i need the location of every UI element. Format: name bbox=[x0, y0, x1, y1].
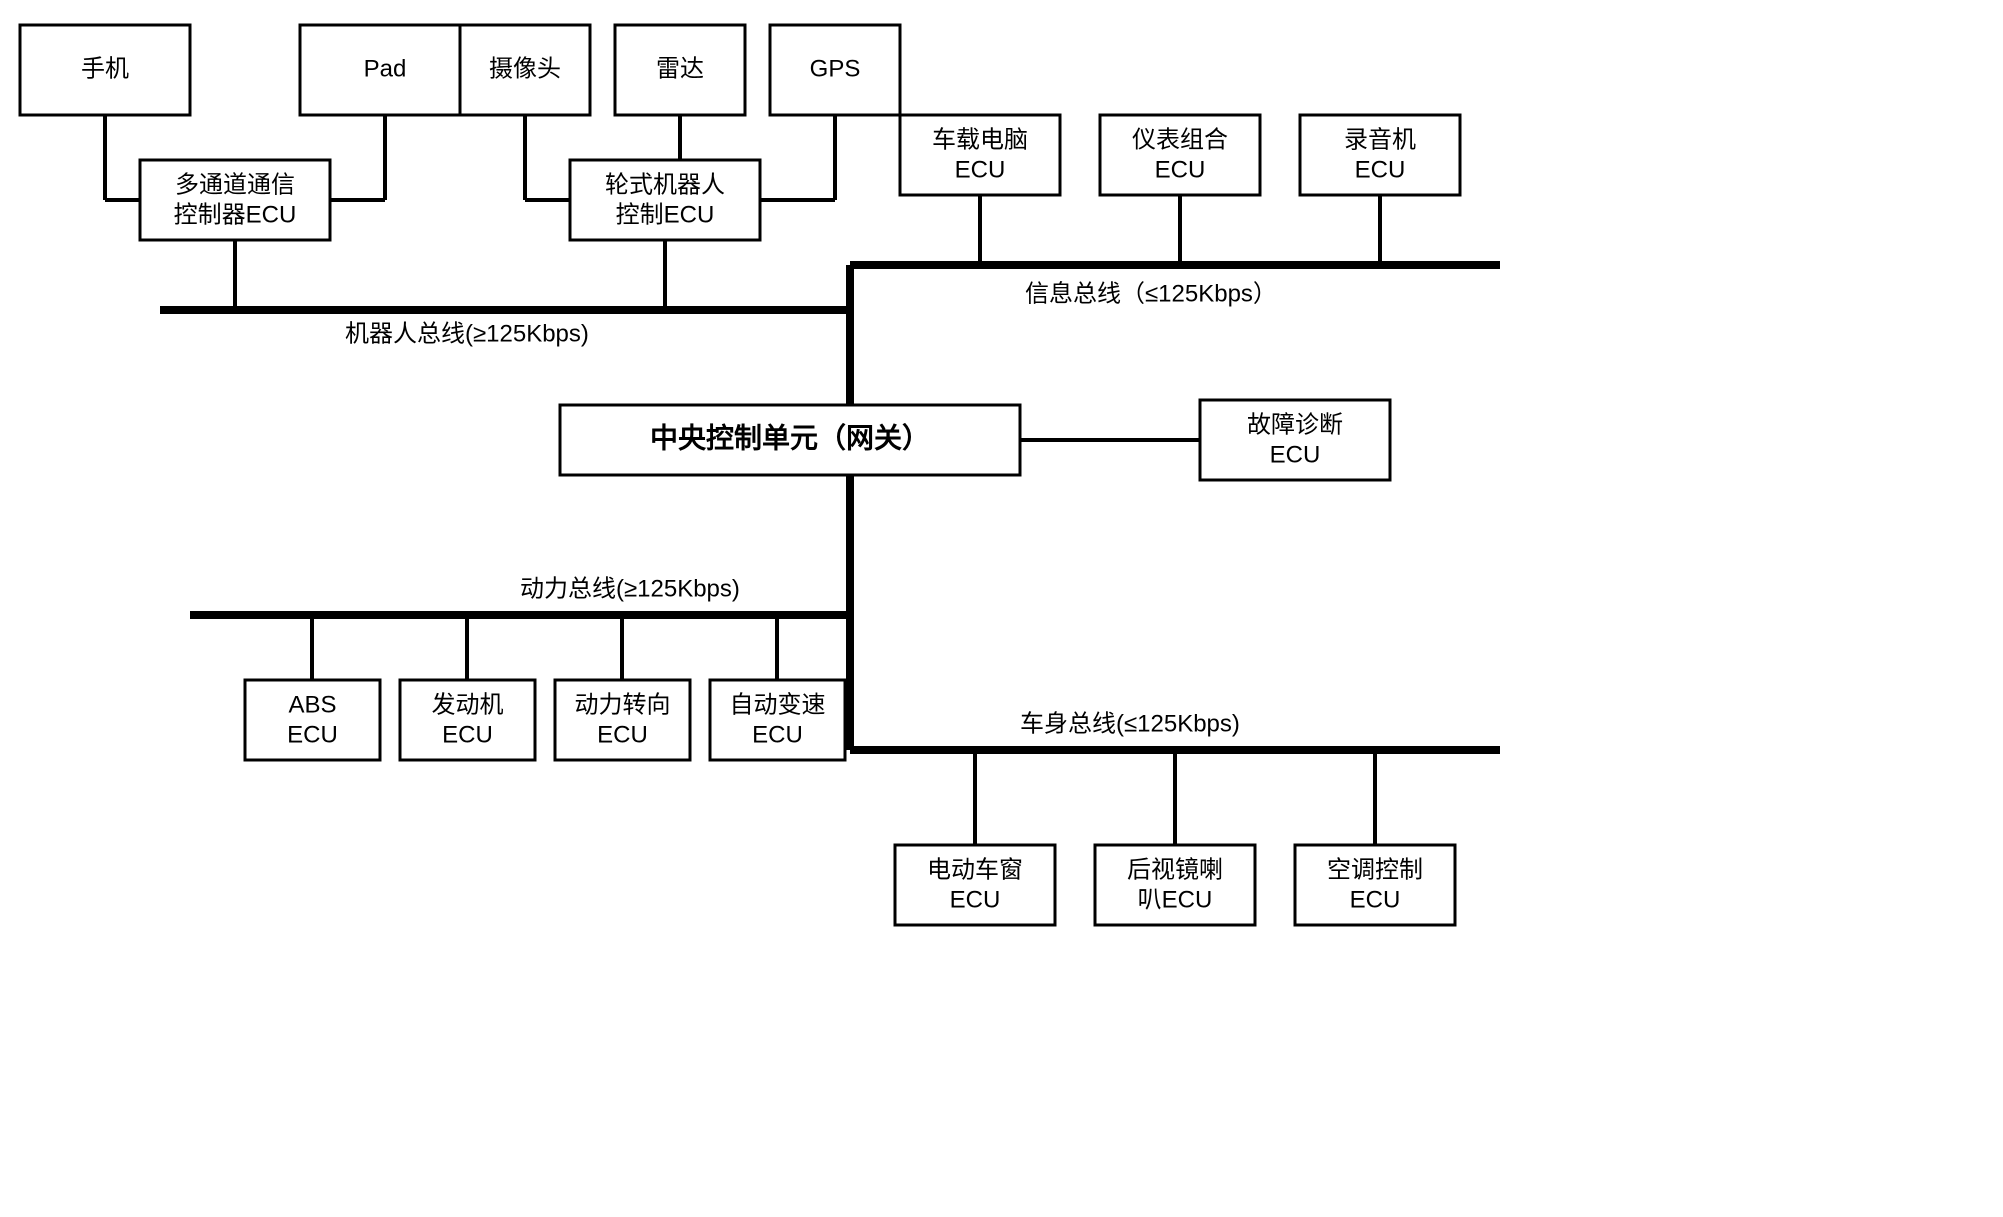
node-robot-ecu-l1: 轮式机器人 bbox=[605, 171, 725, 198]
node-body-1-l1: 后视镜喇 bbox=[1127, 856, 1223, 883]
node-body-0-l1: 电动车窗 bbox=[927, 856, 1023, 883]
node-radar-l1: 雷达 bbox=[656, 55, 704, 82]
node-power-3-l1: 自动变速 bbox=[730, 691, 826, 718]
node-power-0-l2: ECU bbox=[287, 721, 338, 748]
node-gps-l1: GPS bbox=[810, 55, 861, 82]
node-info-1-l2: ECU bbox=[1155, 156, 1206, 183]
node-info-2-l2: ECU bbox=[1355, 156, 1406, 183]
node-power-3-l2: ECU bbox=[752, 721, 803, 748]
node-power-1-l1: 发动机 bbox=[432, 691, 504, 718]
node-multi-ecu-l1: 多通道通信 bbox=[175, 171, 295, 198]
node-robot-ecu-l2: 控制ECU bbox=[616, 201, 715, 228]
bus-body-label: 车身总线(≤125Kbps) bbox=[1020, 710, 1240, 737]
node-multi-ecu-l2: 控制器ECU bbox=[174, 201, 297, 228]
node-body-2-l1: 空调控制 bbox=[1327, 856, 1423, 883]
node-diag-l2: ECU bbox=[1270, 441, 1321, 468]
node-body-0-l2: ECU bbox=[950, 886, 1001, 913]
node-power-1-l2: ECU bbox=[442, 721, 493, 748]
node-info-0-l2: ECU bbox=[955, 156, 1006, 183]
node-phone-l1: 手机 bbox=[81, 55, 129, 82]
node-pad-l1: Pad bbox=[364, 55, 407, 82]
node-power-2-l1: 动力转向 bbox=[575, 691, 671, 718]
node-body-2-l2: ECU bbox=[1350, 886, 1401, 913]
node-info-1-l1: 仪表组合 bbox=[1132, 126, 1228, 153]
node-power-2-l2: ECU bbox=[597, 721, 648, 748]
bus-robot-label: 机器人总线(≥125Kbps) bbox=[345, 320, 589, 347]
node-info-0-l1: 车载电脑 bbox=[932, 126, 1028, 153]
bus-info-label: 信息总线（≤125Kbps） bbox=[1025, 280, 1277, 307]
node-info-2-l1: 录音机 bbox=[1344, 126, 1416, 153]
node-diag-l1: 故障诊断 bbox=[1247, 411, 1343, 438]
node-body-1-l2: 叭ECU bbox=[1138, 886, 1213, 913]
node-camera-l1: 摄像头 bbox=[489, 55, 561, 82]
bus-power-label: 动力总线(≥125Kbps) bbox=[520, 575, 740, 602]
node-power-0-l1: ABS bbox=[288, 691, 336, 718]
node-gateway-l1: 中央控制单元（网关） bbox=[650, 421, 930, 453]
